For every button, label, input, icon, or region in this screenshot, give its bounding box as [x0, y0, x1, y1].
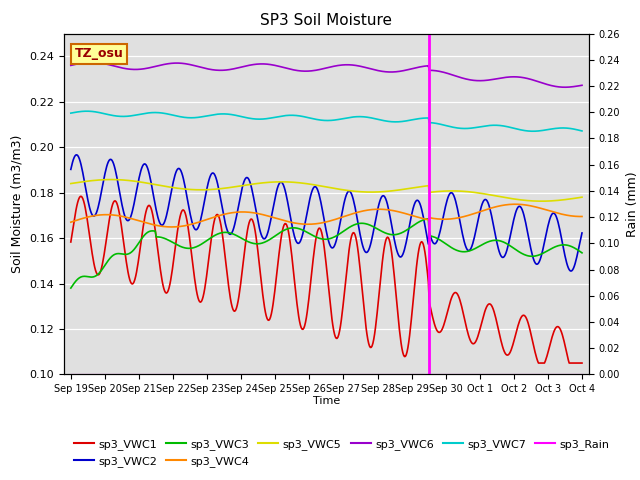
sp3_VWC7: [83, 108, 91, 114]
sp3_VWC3: [157, 235, 165, 240]
sp3_VWC2: [409, 206, 417, 212]
Line: sp3_VWC6: sp3_VWC6: [71, 62, 582, 87]
sp3_VWC1: [452, 290, 460, 296]
sp3_VWC7: [409, 117, 417, 122]
sp3_VWC1: [299, 326, 307, 332]
sp3_VWC6: [578, 83, 586, 88]
sp3_VWC3: [298, 227, 306, 233]
sp3_VWC7: [578, 128, 586, 134]
sp3_VWC2: [369, 231, 377, 237]
sp3_VWC1: [158, 278, 166, 284]
sp3_VWC1: [67, 239, 75, 245]
Y-axis label: Rain (mm): Rain (mm): [626, 171, 639, 237]
sp3_VWC4: [299, 221, 307, 227]
sp3_VWC6: [561, 84, 569, 90]
sp3_VWC3: [198, 241, 206, 247]
sp3_VWC1: [409, 299, 417, 305]
sp3_VWC7: [369, 115, 377, 121]
Line: sp3_VWC5: sp3_VWC5: [71, 180, 582, 201]
sp3_VWC7: [158, 110, 166, 116]
Text: TZ_osu: TZ_osu: [74, 48, 124, 60]
sp3_VWC4: [199, 218, 207, 224]
Legend: sp3_VWC1, sp3_VWC2, sp3_VWC3, sp3_VWC4, sp3_VWC5, sp3_VWC6, sp3_VWC7, sp3_Rain: sp3_VWC1, sp3_VWC2, sp3_VWC3, sp3_VWC4, …: [70, 435, 614, 471]
sp3_VWC2: [199, 205, 207, 211]
Title: SP3 Soil Moisture: SP3 Soil Moisture: [260, 13, 392, 28]
sp3_VWC2: [299, 230, 307, 236]
sp3_VWC4: [168, 224, 175, 230]
Line: sp3_VWC7: sp3_VWC7: [71, 111, 582, 131]
sp3_VWC6: [158, 62, 166, 68]
Line: sp3_VWC1: sp3_VWC1: [71, 196, 582, 363]
sp3_VWC5: [199, 187, 207, 192]
sp3_VWC6: [452, 73, 460, 79]
sp3_VWC1: [534, 360, 542, 366]
Line: sp3_VWC3: sp3_VWC3: [71, 219, 582, 288]
sp3_VWC2: [452, 202, 460, 207]
sp3_VWC6: [369, 67, 377, 72]
sp3_VWC4: [511, 201, 519, 207]
sp3_VWC1: [77, 193, 85, 199]
sp3_VWC3: [578, 250, 586, 256]
sp3_VWC4: [452, 216, 460, 221]
sp3_VWC7: [67, 110, 75, 116]
sp3_VWC5: [158, 183, 166, 189]
sp3_VWC2: [73, 152, 81, 158]
sp3_VWC4: [409, 213, 417, 219]
sp3_VWC6: [409, 66, 417, 72]
sp3_VWC5: [107, 177, 115, 182]
sp3_VWC6: [67, 62, 75, 68]
sp3_VWC3: [67, 285, 75, 291]
sp3_VWC5: [67, 180, 75, 186]
sp3_VWC5: [578, 194, 586, 200]
sp3_VWC2: [578, 230, 586, 236]
sp3_VWC7: [199, 114, 207, 120]
Line: sp3_VWC2: sp3_VWC2: [71, 155, 582, 271]
sp3_VWC1: [199, 294, 207, 300]
sp3_VWC3: [368, 223, 376, 229]
sp3_VWC2: [567, 268, 575, 274]
sp3_VWC6: [199, 65, 207, 71]
sp3_VWC3: [452, 247, 460, 253]
sp3_VWC1: [369, 340, 377, 346]
sp3_VWC7: [529, 128, 537, 134]
sp3_VWC3: [408, 224, 416, 229]
sp3_VWC7: [452, 125, 460, 131]
sp3_VWC5: [452, 188, 460, 194]
Line: sp3_VWC4: sp3_VWC4: [71, 204, 582, 227]
sp3_VWC5: [299, 180, 307, 186]
sp3_VWC2: [158, 222, 166, 228]
sp3_VWC4: [369, 206, 377, 212]
sp3_VWC4: [67, 219, 75, 225]
sp3_VWC5: [409, 185, 417, 191]
sp3_VWC2: [67, 167, 75, 172]
sp3_VWC6: [299, 68, 307, 74]
sp3_VWC7: [299, 114, 307, 120]
Y-axis label: Soil Moisture (m3/m3): Soil Moisture (m3/m3): [11, 135, 24, 273]
sp3_VWC5: [538, 198, 546, 204]
sp3_VWC4: [578, 214, 586, 219]
sp3_VWC1: [578, 360, 586, 366]
sp3_VWC5: [369, 189, 377, 195]
sp3_VWC6: [88, 60, 95, 65]
sp3_VWC3: [424, 216, 432, 222]
X-axis label: Time: Time: [313, 396, 340, 406]
sp3_VWC4: [157, 223, 165, 229]
